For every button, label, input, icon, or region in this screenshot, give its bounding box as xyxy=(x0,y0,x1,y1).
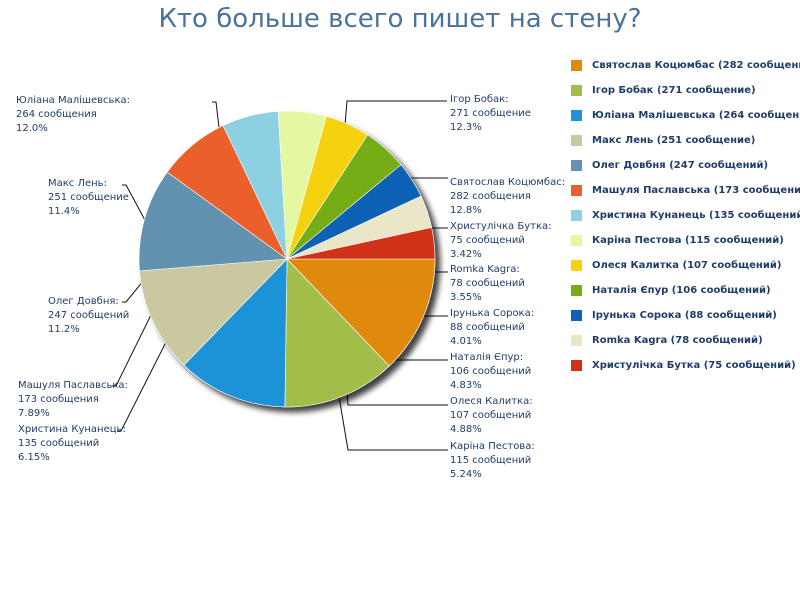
legend-label: Наталія Єпур (106 сообщений) xyxy=(592,285,771,296)
legend-swatch xyxy=(571,335,582,346)
callout-percent: 5.24% xyxy=(450,469,482,480)
callout-name: Ігор Бобак: xyxy=(450,94,509,105)
callout-percent: 7.89% xyxy=(18,408,50,419)
callout-value: 173 сообщения xyxy=(18,394,99,405)
callout-value: 251 сообщение xyxy=(48,192,129,203)
pie-slice xyxy=(138,171,288,272)
legend-swatch xyxy=(571,310,582,321)
legend-item: Ігор Бобак (271 сообщение) xyxy=(571,78,800,103)
callout-name: Святослав Коцюмбас: xyxy=(450,177,565,188)
legend-swatch xyxy=(571,260,582,271)
callout-name: Олеся Калитка: xyxy=(450,396,533,407)
legend-item: Христулічка Бутка (75 сообщений) xyxy=(571,353,800,378)
legend-item: Ірунька Сорока (88 сообщений) xyxy=(571,303,800,328)
legend-item: Макс Лень (251 сообщение) xyxy=(571,128,800,153)
callout-value: 75 сообщений xyxy=(450,235,525,246)
legend: Святослав Коцюмбас (282 сообщения) Ігор Б… xyxy=(571,53,800,378)
callout-percent: 11.2% xyxy=(48,324,80,335)
callout-name: Romka Kagra: xyxy=(450,264,520,275)
callout-value: 135 сообщений xyxy=(18,438,99,449)
callout-value: 106 сообщений xyxy=(450,366,531,377)
callout-percent: 12.3% xyxy=(450,122,482,133)
callout-value: 271 сообщение xyxy=(450,108,531,119)
chart-title: Кто больше всего пишет на стену? xyxy=(158,4,642,34)
callout-value: 282 сообщения xyxy=(450,191,531,202)
legend-item: Romka Kagra (78 сообщений) xyxy=(571,328,800,353)
callout-name: Макс Лень: xyxy=(48,178,107,189)
legend-label: Христулічка Бутка (75 сообщений) xyxy=(592,360,796,371)
pie-slice xyxy=(286,258,436,367)
legend-item: Наталія Єпур (106 сообщений) xyxy=(571,278,800,303)
legend-label: Ірунька Сорока (88 сообщений) xyxy=(592,310,777,321)
legend-swatch xyxy=(571,135,582,146)
legend-item: Машуля Паславська (173 сообщения) xyxy=(571,178,800,203)
legend-swatch xyxy=(571,360,582,371)
callout-percent: 3.55% xyxy=(450,292,482,303)
pie-slice xyxy=(183,258,288,408)
legend-swatch xyxy=(571,235,582,246)
callout-name: Каріна Пестова: xyxy=(450,440,535,452)
callout-name: Христина Кунанець: xyxy=(18,424,126,435)
legend-item: Юліана Малішевська (264 сообщения) xyxy=(571,103,800,128)
callout-value: 88 сообщений xyxy=(450,322,525,333)
legend-label: Олеся Калитка (107 сообщений) xyxy=(592,260,782,271)
pie-slice xyxy=(139,258,288,366)
legend-label: Олег Довбня (247 сообщений) xyxy=(592,160,769,171)
legend-item: Олеся Калитка (107 сообщений) xyxy=(571,253,800,278)
legend-swatch xyxy=(571,85,582,96)
legend-label: Христина Кунанець (135 сообщений) xyxy=(592,210,800,221)
legend-swatch xyxy=(571,285,582,296)
callout-name: Юліана Малішевська: xyxy=(16,94,130,106)
callout-value: 247 сообщений xyxy=(48,310,129,321)
legend-swatch xyxy=(571,160,582,171)
pie-slices xyxy=(138,110,436,408)
callout-percent: 4.88% xyxy=(450,424,482,435)
callout-value: 78 сообщений xyxy=(450,278,525,289)
callout-percent: 4.83% xyxy=(450,380,482,391)
callout-percent: 12.8% xyxy=(450,205,482,216)
callout-percent: 11.4% xyxy=(48,206,80,217)
legend-label: Romka Kagra (78 сообщений) xyxy=(592,335,763,346)
pie-slice xyxy=(284,258,390,408)
callout-value: 264 сообщения xyxy=(16,109,97,120)
callout-name: Ірунька Сорока: xyxy=(450,308,534,319)
legend-item: Христина Кунанець (135 сообщений) xyxy=(571,203,800,228)
callout-name: Наталія Єпур: xyxy=(450,351,523,363)
legend-label: Юліана Малішевська (264 сообщения) xyxy=(592,110,800,121)
legend-label: Святослав Коцюмбас (282 сообщения) xyxy=(592,60,800,71)
callout-labels: Святослав Коцюмбас: 282 сообщения 12.8% Іго… xyxy=(16,94,565,480)
callout-name: Христулічка Бутка: xyxy=(450,220,552,232)
callout-percent: 3.42% xyxy=(450,249,482,260)
callout-name: Машуля Паславська: xyxy=(18,380,128,391)
legend-item: Каріна Пестова (115 сообщений) xyxy=(571,228,800,253)
callout-value: 115 сообщений xyxy=(450,455,531,466)
callout-name: Олег Довбня: xyxy=(48,296,119,307)
legend-label: Машуля Паславська (173 сообщения) xyxy=(592,185,800,196)
legend-label: Каріна Пестова (115 сообщений) xyxy=(592,235,784,246)
callout-percent: 12.0% xyxy=(16,123,48,134)
callout-percent: 6.15% xyxy=(18,452,50,463)
legend-label: Макс Лень (251 сообщение) xyxy=(592,135,756,146)
pie-slice xyxy=(286,227,436,260)
legend-swatch xyxy=(571,60,582,71)
callout-percent: 4.01% xyxy=(450,336,482,347)
legend-item: Олег Довбня (247 сообщений) xyxy=(571,153,800,178)
legend-label: Ігор Бобак (271 сообщение) xyxy=(592,85,756,96)
callout-value: 107 сообщений xyxy=(450,410,531,421)
legend-item: Святослав Коцюмбас (282 сообщения) xyxy=(571,53,800,78)
legend-swatch xyxy=(571,210,582,221)
legend-swatch xyxy=(571,185,582,196)
legend-swatch xyxy=(571,110,582,121)
